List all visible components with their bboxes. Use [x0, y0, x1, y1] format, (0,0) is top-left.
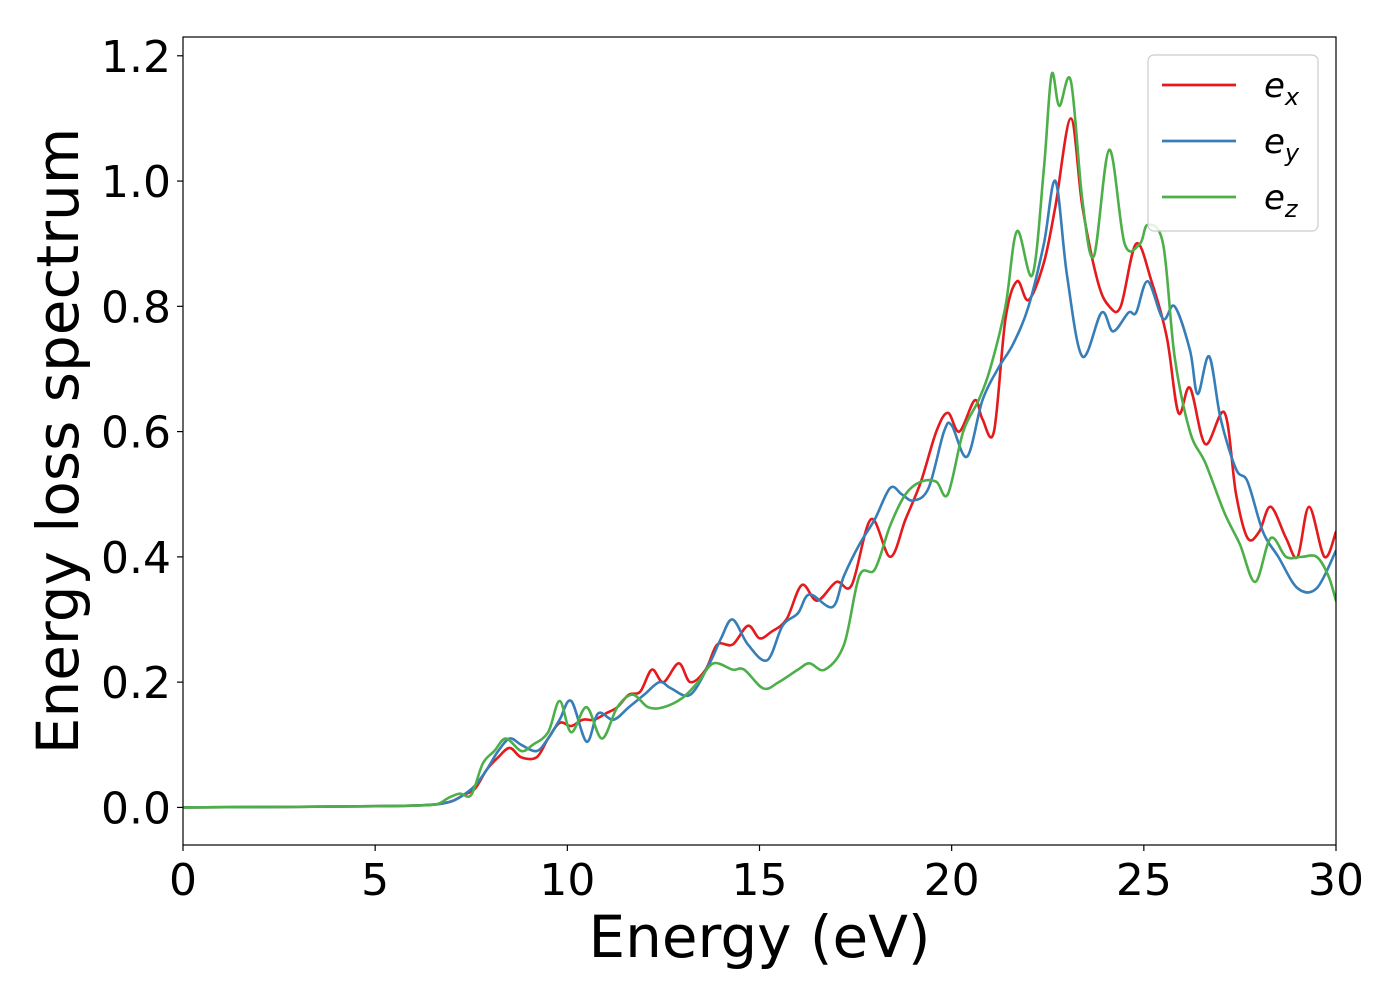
- legend-box: [1147, 54, 1319, 232]
- x-tick-label: 15: [732, 855, 788, 906]
- legend-label-ey: ey: [1264, 122, 1300, 167]
- legend-label-base: e: [1264, 66, 1285, 106]
- x-tick-label: 5: [361, 855, 389, 906]
- legend-label-subscript: z: [1284, 195, 1299, 223]
- x-tick-label: 25: [1116, 855, 1172, 906]
- y-axis-label: Energy loss spectrum: [24, 128, 92, 754]
- y-tick-label: 0.6: [101, 408, 171, 459]
- x-tick-label: 20: [924, 855, 980, 906]
- series-line-ez: [183, 71, 1336, 809]
- y-tick-label: 1.0: [101, 157, 171, 208]
- plot-frame: [182, 36, 1337, 846]
- y-tick-label: 0.4: [101, 533, 171, 584]
- x-tick-label: 0: [169, 855, 197, 906]
- legend-label-subscript: y: [1284, 139, 1300, 167]
- legend-label-base: e: [1264, 122, 1285, 162]
- series-layer: [183, 71, 1336, 809]
- y-tick-label: 1.2: [101, 32, 171, 83]
- legend-label-ex: ex: [1264, 66, 1300, 111]
- y-tick-label: 0.2: [101, 658, 171, 709]
- series-line-ex: [183, 117, 1336, 809]
- y-tick-label: 0.0: [101, 783, 171, 834]
- x-tick-label: 30: [1308, 855, 1364, 906]
- axis-ticks: 0 5 10 15 20 25 30 0.0 0.2 0.4 0.6 0.8 1.0 1.2: [101, 32, 1364, 906]
- x-tick-label: 10: [539, 855, 595, 906]
- legend-label-base: e: [1264, 178, 1285, 218]
- y-tick-label: 0.8: [101, 282, 171, 333]
- legend-label-ez: ez: [1264, 178, 1299, 223]
- legend-label-subscript: x: [1284, 83, 1300, 111]
- x-axis-label: Energy (eV): [588, 903, 930, 971]
